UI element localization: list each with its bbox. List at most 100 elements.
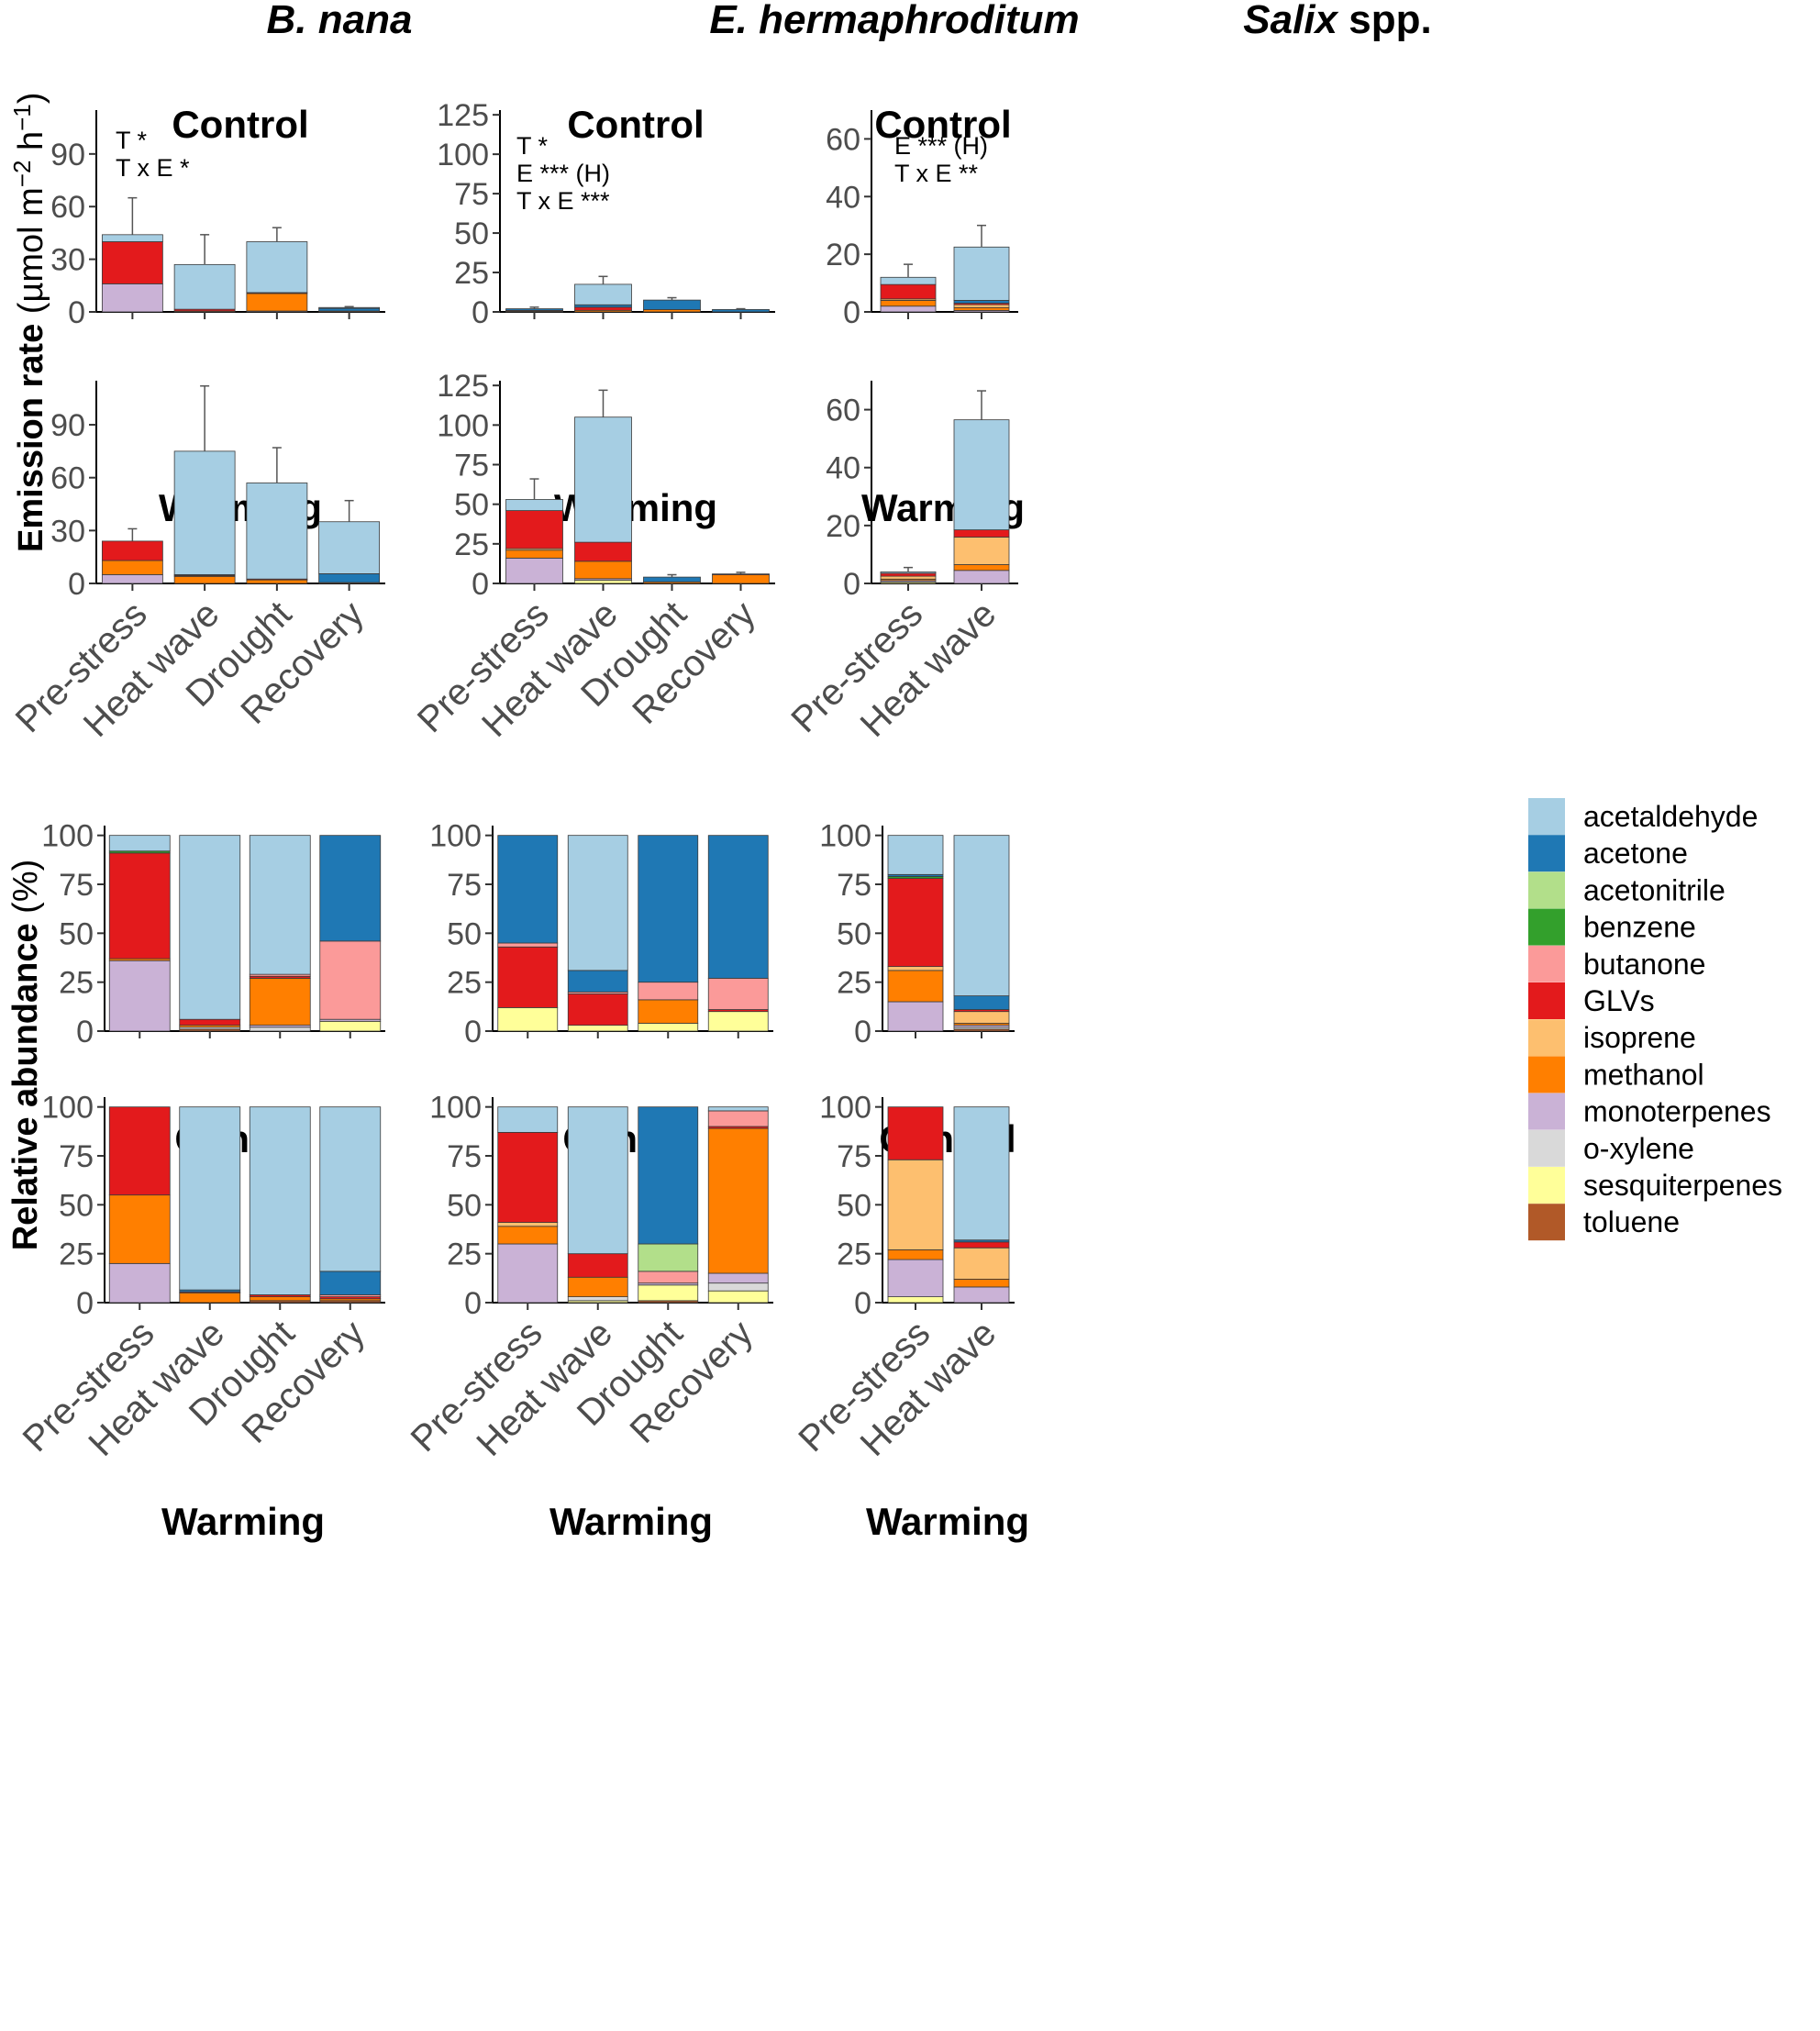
bar-segment-acetone [497, 835, 559, 944]
bar-segment-glvs [101, 540, 163, 561]
y-label-emission-main: Emission rate [12, 314, 50, 552]
bar-segment-butanone [707, 978, 769, 1010]
bar-segment-sesquiterpenes [707, 1290, 769, 1304]
bar-segment-isoprene [953, 537, 1010, 565]
bar-segment-isoprene [953, 1247, 1010, 1280]
legend-label-monoterpenes: monoterpenes [1583, 1095, 1771, 1128]
bar-segment-acetaldehyde [953, 246, 1010, 301]
bar-segment-butanone [638, 982, 699, 1001]
bar-segment-monoterpenes [707, 1272, 769, 1284]
bar-segment-monoterpenes [953, 1286, 1010, 1304]
bar-segment-methanol [887, 1249, 944, 1260]
legend-label-acetonitrile: acetonitrile [1583, 873, 1726, 906]
y-tick-label: 50 [447, 916, 482, 951]
bar-segment-acetaldehyde [179, 1106, 241, 1291]
panel-title-warming: Warming [866, 1500, 1029, 1543]
legend-swatch-methanol [1528, 1056, 1565, 1093]
y-tick-label: 75 [447, 1139, 482, 1174]
y-tick-label: 100 [819, 819, 871, 854]
y-tick-label: 25 [837, 966, 871, 1001]
legend-swatch-acetone [1528, 835, 1565, 872]
y-tick-label: 0 [68, 295, 85, 330]
bar-segment-acetaldehyde [707, 1106, 769, 1112]
bar-segment-acetone [567, 970, 628, 993]
bar-segment-butanone [638, 1271, 699, 1284]
bar-segment-methanol [173, 575, 236, 584]
y-tick-label: 0 [76, 1015, 94, 1049]
bar-segment-acetaldehyde [880, 571, 937, 574]
bar-segment-butanone [497, 942, 559, 948]
bar-segment-glvs [880, 283, 937, 300]
y-tick-label: 100 [437, 138, 489, 172]
bar-segment-acetone [643, 299, 701, 310]
y-axis-label-relative: Relative abundance (%) [6, 860, 45, 1251]
y-tick-label: 30 [50, 243, 85, 278]
legend-swatch-toluene [1528, 1204, 1565, 1241]
bar-segment-acetaldehyde [101, 234, 163, 242]
stat-annotation: T * [516, 132, 549, 160]
y-tick-label: 40 [826, 451, 860, 486]
y-tick-label: 20 [826, 238, 860, 272]
bar-segment-sesquiterpenes [497, 1007, 559, 1032]
panel-eherm-control-emission: 0 25 50 75 100 125 T *E *** (H)T x E *** [437, 98, 775, 330]
bar-segment-monoterpenes [880, 305, 937, 313]
bar-segment-monoterpenes [108, 1262, 171, 1304]
y-tick-label: 90 [50, 138, 85, 172]
bar-segment-monoterpenes [887, 1259, 944, 1297]
legend-swatch-acetonitrile [1528, 871, 1565, 909]
bar-segment-methanol [246, 579, 308, 584]
bar-segment-monoterpenes [887, 1001, 944, 1032]
bar-segment-butanone [707, 1110, 769, 1127]
y-tick-label: 50 [837, 916, 871, 951]
bar-segment-glvs [953, 529, 1010, 538]
bar-segment-sesquiterpenes [887, 1296, 944, 1304]
bar-segment-methanol [101, 560, 163, 575]
y-axis-label-emission: Emission rate (µmol m−2 h−1) [8, 93, 50, 552]
bar-segment-methanol [246, 293, 308, 312]
bar-segment-sesquiterpenes [567, 1025, 628, 1032]
bar-segment-acetone [643, 576, 701, 583]
bar-segment-monoterpenes [101, 573, 163, 584]
bar-segment-glvs [887, 1106, 944, 1160]
bar-segment-acetaldehyde [319, 1106, 382, 1272]
bar-segment-acetone [505, 308, 563, 311]
y-tick-label: 25 [837, 1237, 871, 1272]
bar-segment-acetone [318, 307, 381, 312]
bar-segment-acetaldehyde [880, 276, 937, 285]
bar-segment-methanol [707, 1127, 769, 1274]
bar-segment-methanol [108, 1194, 171, 1264]
bar-segment-acetaldehyde [173, 263, 236, 310]
bar-segment-glvs [108, 1106, 171, 1196]
y-tick-label: 60 [826, 394, 860, 428]
y-tick-label: 60 [50, 461, 85, 496]
stat-annotation: T x E *** [516, 187, 610, 215]
panel-bnana-control-emission: 0 30 60 90 T *T x E * [50, 110, 385, 330]
y-tick-label: 50 [454, 488, 489, 523]
bar-segment-acetaldehyde [246, 241, 308, 294]
bar-segment-acetaldehyde [953, 835, 1010, 997]
legend-label-glvs: GLVs [1583, 984, 1655, 1017]
stat-annotation: E *** (H) [516, 160, 610, 187]
legend-swatch-glvs [1528, 982, 1565, 1019]
bar-segment-acetaldehyde [246, 483, 308, 580]
y-tick-label: 0 [854, 1015, 871, 1049]
y-tick-label: 0 [472, 295, 489, 330]
legend-label-sesquiterpenes: sesquiterpenes [1583, 1169, 1782, 1202]
bar-segment-methanol [179, 1292, 241, 1304]
y-label-relative-unit: (%) [6, 860, 45, 914]
bar-segment-sesquiterpenes [638, 1284, 699, 1302]
y-tick-label: 0 [464, 1015, 482, 1049]
bar-segment-acetaldehyde [318, 521, 381, 574]
y-tick-label: 0 [464, 1286, 482, 1321]
bar-segment-methanol [887, 970, 944, 1003]
bar-segment-isoprene [953, 1011, 1010, 1024]
panel-title-warming: Warming [161, 1500, 325, 1543]
bar-segment-glvs [497, 1132, 559, 1223]
bar-segment-monoterpenes [108, 960, 171, 1032]
bar-segment-glvs [574, 306, 632, 311]
bar-segment-acetaldehyde [574, 283, 632, 305]
y-tick-label: 100 [819, 1091, 871, 1126]
